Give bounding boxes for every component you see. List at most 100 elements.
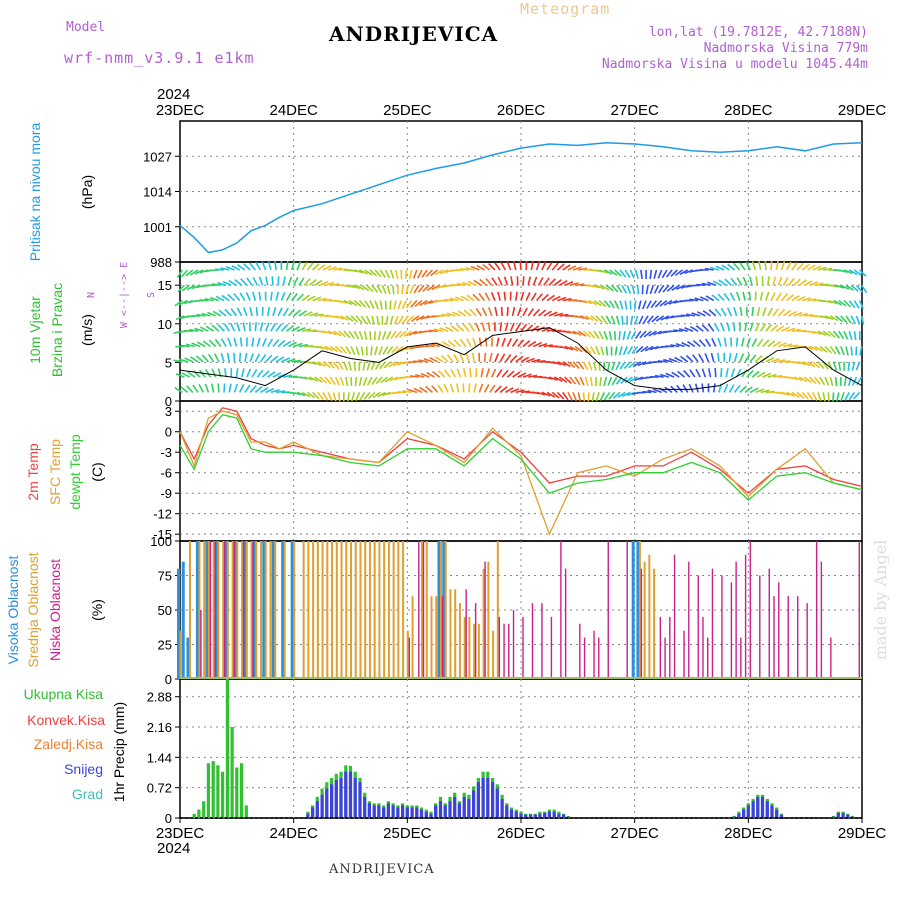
- wind-barb: [755, 276, 759, 286]
- wind-barb: [374, 361, 382, 370]
- wind-barb: [361, 284, 370, 292]
- wind-barb: [251, 368, 258, 378]
- wind-barb: [732, 322, 736, 332]
- wind-barb: [420, 315, 430, 320]
- wind-axis-title-2: Brzina i Pravac: [49, 283, 65, 377]
- wind-barb: [462, 323, 470, 332]
- precip-bar-snow: [514, 811, 518, 818]
- wind-barb: [413, 387, 423, 394]
- wind-axis-title-1: 10m Vjetar: [27, 296, 43, 364]
- wind-barb: [340, 345, 348, 354]
- wind-barb: [670, 269, 678, 277]
- wind-barb: [827, 330, 836, 338]
- wind-barb: [574, 315, 585, 319]
- wind-barb: [850, 315, 857, 325]
- wind-barb: [480, 368, 484, 378]
- wind-barb: [522, 373, 532, 378]
- wind-barb: [762, 372, 772, 378]
- wind-barb: [758, 261, 762, 271]
- wind-barb: [490, 291, 496, 301]
- wind-barb: [449, 383, 455, 393]
- wind-barb: [598, 330, 604, 340]
- wind-barb: [556, 263, 565, 271]
- wind-barb: [261, 337, 267, 347]
- wind-barb: [720, 307, 727, 317]
- wind-barb: [814, 376, 821, 385]
- wind-barb: [806, 391, 814, 401]
- wind-barb: [465, 352, 470, 363]
- wind-barb: [472, 337, 477, 347]
- wind-barb: [324, 345, 334, 352]
- wind-barb: [520, 291, 525, 301]
- wind-barb: [488, 262, 496, 271]
- wind-barb: [559, 376, 568, 383]
- wind-barb: [536, 359, 546, 363]
- wind-barb: [582, 330, 591, 338]
- wind-barb: [855, 284, 864, 293]
- wind-barb: [343, 299, 353, 306]
- wind-barb: [251, 291, 257, 301]
- wind-barb: [475, 308, 482, 317]
- wind-barb: [409, 375, 419, 378]
- wind-barb: [701, 368, 707, 378]
- wind-barb: [408, 388, 418, 394]
- wind-barb: [836, 392, 840, 402]
- wind-barb: [572, 266, 582, 271]
- wind-barb: [450, 368, 456, 378]
- temp-axis-title-sfc: SFC Temp: [47, 439, 63, 505]
- bottom-x-tick-label: 28DEC: [724, 825, 773, 842]
- wind-barb: [287, 308, 296, 317]
- wind-barb: [509, 322, 515, 332]
- wind-barb: [246, 277, 253, 286]
- wind-barb: [337, 361, 344, 371]
- wind-barb: [833, 299, 842, 306]
- cloud-axis-title-high: Visoka Oblacnost: [5, 556, 21, 665]
- wind-barb: [251, 337, 255, 347]
- wind-barb: [603, 391, 611, 401]
- wind-barb: [510, 276, 514, 286]
- wind-barb: [275, 291, 280, 301]
- wind-barb: [504, 322, 509, 332]
- wind-barb: [803, 376, 812, 384]
- wind-barb: [809, 281, 819, 287]
- wind-barb: [355, 392, 361, 401]
- wind-barb: [259, 322, 264, 332]
- wind-barb: [780, 293, 789, 302]
- wind-barb: [462, 281, 472, 287]
- wind-barb: [246, 368, 252, 378]
- wind-barb: [249, 353, 254, 363]
- wind-barb: [201, 312, 211, 317]
- wind-barb: [785, 261, 792, 271]
- wind-barb: [717, 293, 725, 302]
- wind-barb: [270, 322, 276, 332]
- wind-barb: [587, 361, 593, 371]
- wind-barb: [309, 376, 318, 382]
- wind-barb: [564, 376, 572, 384]
- wind-barb: [678, 328, 688, 332]
- wind-barb: [537, 277, 544, 286]
- wind-barb: [724, 278, 732, 286]
- wind-barb: [788, 277, 795, 286]
- wind-barb: [579, 345, 588, 354]
- wind-barb: [180, 386, 189, 394]
- wind-barb: [840, 284, 850, 290]
- y-tick-label: 0: [165, 394, 172, 409]
- wind-barb: [603, 361, 606, 371]
- precip-bar-snow: [415, 807, 419, 818]
- wind-barb: [446, 354, 454, 363]
- wind-barb: [212, 310, 222, 317]
- wind-barb: [322, 265, 332, 271]
- wind-barb: [840, 392, 845, 402]
- wind-barb: [291, 325, 300, 332]
- wind-barb: [421, 269, 428, 278]
- wind-barb: [676, 284, 685, 290]
- wind-barb: [456, 324, 465, 332]
- wind-barb: [704, 338, 712, 347]
- wind-barb: [350, 315, 359, 323]
- precip-bar-snow: [846, 814, 850, 818]
- wind-barb: [824, 376, 830, 386]
- precip-bar-snow: [334, 780, 338, 818]
- wind-barb: [365, 315, 372, 325]
- wind-barb: [603, 376, 608, 387]
